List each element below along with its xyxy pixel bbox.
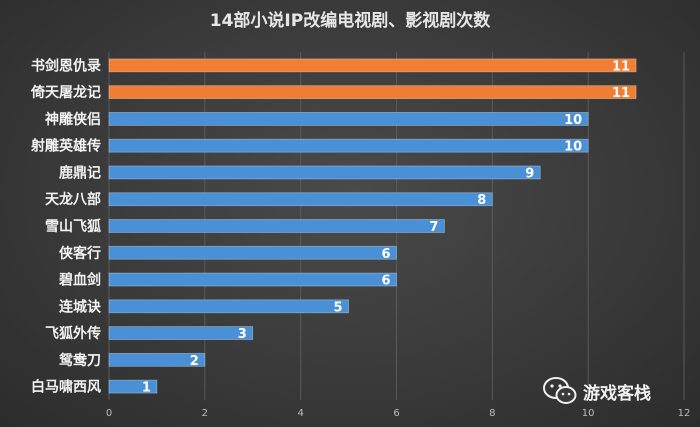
category-label: 书剑恩仇录: [31, 57, 101, 74]
bar: [108, 138, 589, 153]
x-tick-label: 12: [678, 408, 691, 419]
data-labels: 11 11 10 10 9 8 7 6 6 5 3 2 1: [142, 59, 630, 395]
data-label: 6: [381, 274, 390, 289]
data-label: 3: [238, 327, 247, 342]
category-label: 鸳鸯刀: [59, 352, 101, 369]
category-label: 神雕侠侣: [45, 111, 101, 128]
chart-title: 14部小说IP改编电视剧、影视剧次数: [210, 10, 491, 31]
data-label: 2: [190, 354, 199, 369]
bar: [108, 379, 158, 394]
category-label: 倚天屠龙记: [30, 84, 101, 101]
data-label: 10: [564, 113, 582, 128]
category-label: 天龙八部: [45, 191, 101, 208]
category-label: 侠客行: [59, 245, 101, 262]
data-label: 5: [334, 300, 343, 315]
bar: [108, 326, 254, 340]
bar: [108, 245, 397, 260]
category-label: 鹿鼎记: [58, 164, 101, 181]
data-label: 11: [612, 86, 630, 101]
bar: [108, 85, 637, 100]
category-label: 连城诀: [59, 298, 102, 315]
x-tick-label: 4: [297, 408, 303, 419]
bar: [108, 219, 445, 233]
bar: [108, 112, 589, 126]
x-tick-label: 8: [489, 408, 495, 419]
bar: [108, 272, 397, 287]
watermark-text: 游戏客栈: [583, 383, 651, 404]
data-label: 7: [429, 220, 438, 235]
x-tick-label: 6: [393, 408, 399, 419]
category-label: 飞狐外传: [45, 325, 101, 342]
category-label: 雪山飞狐: [45, 218, 101, 235]
category-labels: 书剑恩仇录倚天屠龙记神雕侠侣射雕英雄传鹿鼎记天龙八部雪山飞狐侠客行碧血剑连城诀飞…: [30, 57, 102, 395]
x-tick-label: 0: [106, 408, 112, 419]
data-label: 11: [612, 59, 630, 74]
bar: [108, 58, 637, 73]
bars: [108, 58, 637, 394]
category-label: 射雕英雄传: [30, 138, 101, 155]
data-label: 8: [477, 193, 486, 208]
data-label: 9: [525, 166, 534, 181]
watermark: 游戏客栈: [543, 376, 651, 406]
bar: [108, 299, 349, 314]
bar: [108, 165, 541, 180]
data-label: 1: [142, 381, 151, 396]
bar: [108, 352, 206, 367]
data-label: 6: [381, 247, 390, 262]
x-axis-ticks: 0 2 4 6 8 10 12: [106, 408, 691, 419]
x-tick-label: 2: [202, 408, 208, 419]
data-label: 10: [564, 140, 582, 155]
category-label: 碧血剑: [58, 272, 101, 289]
wechat-icon: [543, 377, 577, 404]
category-label: 白马啸西风: [31, 379, 101, 396]
x-tick-label: 10: [582, 408, 595, 419]
bar: [108, 192, 493, 207]
